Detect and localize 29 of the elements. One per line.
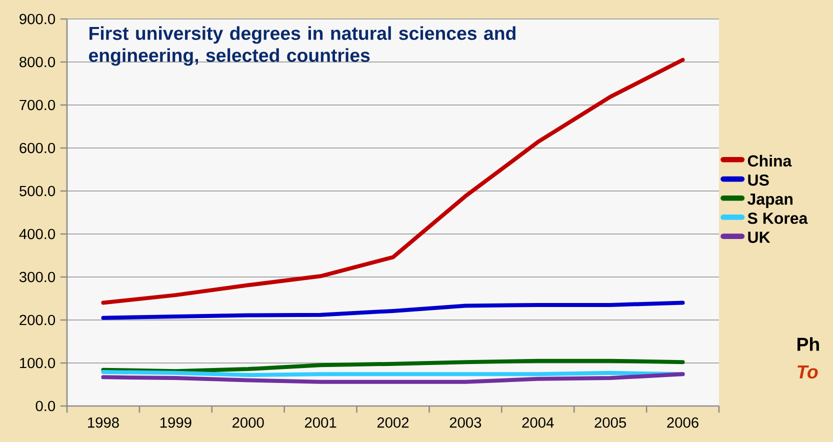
y-tick-label: 900.0 bbox=[20, 14, 56, 24]
legend-label: US bbox=[748, 174, 769, 186]
legend-label: UK bbox=[748, 232, 770, 243]
text: Ph bbox=[798, 337, 819, 351]
y-tick-label: 300.0 bbox=[19, 272, 56, 282]
x-tick-label: 2004 bbox=[522, 417, 554, 428]
line-series bbox=[101, 358, 685, 374]
x-tick-label: 2002 bbox=[377, 417, 409, 428]
legend-label: China bbox=[748, 154, 792, 167]
x-tick-label: 1999 bbox=[160, 417, 192, 428]
x-tick-label: 2000 bbox=[232, 417, 264, 428]
x-tick-label: 1998 bbox=[88, 417, 119, 428]
y-tick-label: 800.0 bbox=[20, 56, 56, 68]
y-tick-label: 600.0 bbox=[20, 142, 56, 154]
line-series bbox=[101, 300, 685, 320]
text: To bbox=[798, 365, 818, 379]
x-tick-label: 2001 bbox=[304, 417, 336, 428]
y-tick-label: 0.0 bbox=[36, 400, 56, 412]
text: First university degrees in natural sciences and engineering, selected countries bbox=[89, 26, 516, 66]
y-tick-label: 200.0 bbox=[20, 314, 56, 326]
y-tick-label: 700.0 bbox=[20, 100, 56, 110]
x-tick-label: 2005 bbox=[594, 417, 626, 428]
y-tick-label: 100.0 bbox=[20, 358, 56, 368]
y-tick-label: 400.0 bbox=[19, 228, 56, 240]
y-tick-label: 500.0 bbox=[20, 186, 56, 196]
legend-label: Japan bbox=[748, 194, 792, 208]
legend-label: S Korea bbox=[748, 212, 808, 224]
x-tick-label: 2003 bbox=[450, 417, 482, 428]
x-tick-label: 2006 bbox=[667, 417, 698, 428]
